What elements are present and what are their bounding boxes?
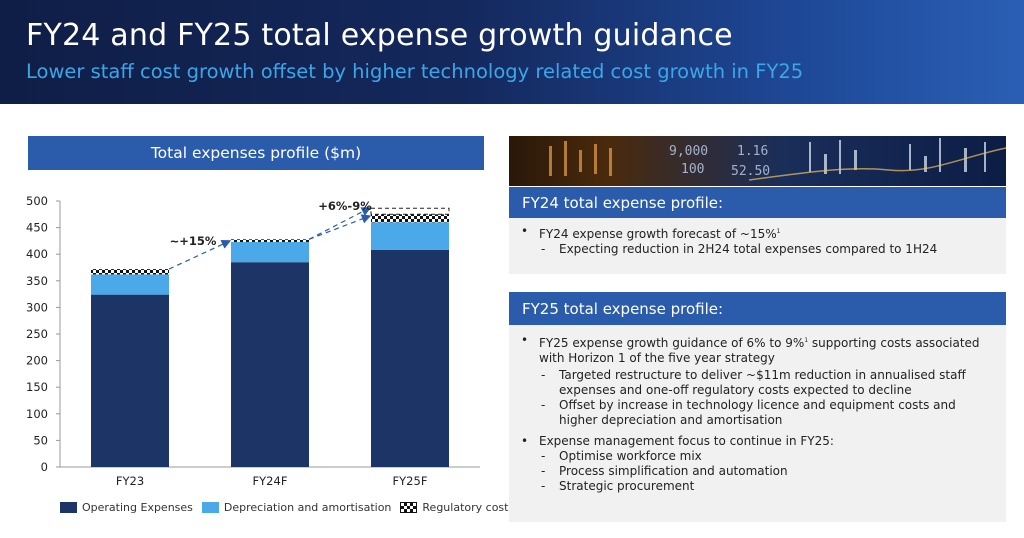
growth-arrow: [308, 207, 372, 240]
y-tick-label: 500: [26, 194, 48, 208]
x-tick-label: FY23: [116, 474, 144, 488]
fy25-subbullet: Targeted restructure to deliver ~$11m re…: [521, 368, 992, 398]
fy25-subbullet: Offset by increase in technology licence…: [521, 398, 992, 428]
bar-depreciation-and-amortisation-fy23: [91, 274, 169, 295]
legend-item-regulatory: Regulatory costs: [400, 501, 514, 514]
fy24-subbullet: Expecting reduction in 2H24 total expens…: [521, 242, 992, 257]
stock-ticker-image: 9,000 1.16 100 52.50: [509, 136, 1006, 186]
fy25-subbullet: Strategic procurement: [521, 479, 992, 494]
chart-legend: Operating Expenses Depreciation and amor…: [60, 501, 523, 514]
y-tick-label: 100: [26, 407, 48, 421]
legend-item-depreciation: Depreciation and amortisation: [201, 501, 392, 514]
fy25-panel-body: FY25 expense growth guidance of 6% to 9%…: [509, 325, 1006, 522]
slide-header: FY24 and FY25 total expense growth guida…: [0, 0, 1024, 104]
ticker-candles: [549, 138, 1006, 181]
legend-label-regulatory: Regulatory costs: [422, 501, 515, 514]
fy25-bullet: Expense management focus to continue in …: [521, 434, 992, 449]
y-tick-label: 200: [26, 354, 48, 368]
y-tick-label: 400: [26, 247, 48, 261]
legend-swatch-depreciation: [201, 502, 219, 513]
slide-subtitle: Lower staff cost growth offset by higher…: [26, 60, 804, 83]
fy24-panel-body: FY24 expense growth forecast of ~15%1 Ex…: [509, 218, 1006, 274]
fy24-bullet: FY24 expense growth forecast of ~15%1: [521, 224, 992, 242]
bar-operating-expenses-fy23: [91, 294, 169, 467]
chart-title-banner: Total expenses profile ($m): [28, 136, 484, 170]
y-tick-label: 0: [41, 460, 48, 474]
y-tick-label: 300: [26, 300, 48, 314]
guidance-range-outline: [370, 207, 450, 215]
legend-item-operating: Operating Expenses: [60, 501, 193, 514]
legend-swatch-operating: [60, 502, 77, 513]
y-tick-label: 350: [26, 274, 48, 288]
ticker-number: 100: [681, 162, 705, 177]
growth-annotation: ~+15%: [170, 234, 217, 248]
ticker-number: 1.16: [737, 144, 769, 159]
fy25-subbullet: Optimise workforce mix: [521, 449, 992, 464]
bar-regulatory-costs-fy24f: [231, 239, 309, 242]
bar-operating-expenses-fy24f: [231, 262, 309, 467]
expenses-chart: 0 50 100 150 200 250 300 350 400 450 500 FY23 FY24F…: [26, 194, 480, 488]
growth-arrow: [308, 214, 372, 240]
bar-operating-expenses-fy25f: [371, 249, 449, 467]
x-tick-label: FY24F: [253, 474, 288, 488]
bar-depreciation-and-amortisation-fy24f: [231, 241, 309, 263]
bar-regulatory-costs-fy25f: [371, 214, 449, 223]
bar-depreciation-and-amortisation-fy25f: [371, 222, 449, 250]
growth-arrow: [168, 239, 232, 270]
fy25-subbullet: Process simplification and automation: [521, 464, 992, 479]
y-tick-label: 450: [26, 221, 48, 235]
y-tick-label: 250: [26, 327, 48, 341]
y-tick-label: 50: [33, 433, 48, 447]
legend-label-depreciation: Depreciation and amortisation: [223, 501, 392, 514]
fy25-bullet: FY25 expense growth guidance of 6% to 9%…: [521, 333, 992, 366]
legend-swatch-regulatory: [400, 502, 418, 513]
legend-label-operating: Operating Expenses: [82, 501, 193, 514]
y-tick-label: 150: [26, 380, 48, 394]
ticker-number: 52.50: [731, 164, 771, 179]
fy24-panel-heading: FY24 total expense profile:: [509, 187, 1006, 218]
fy25-panel-heading: FY25 total expense profile:: [509, 292, 1006, 325]
ticker-number: 9,000: [669, 144, 709, 159]
slide-title: FY24 and FY25 total expense growth guida…: [26, 18, 733, 53]
growth-annotation: +6%-9%: [318, 199, 372, 213]
x-tick-label: FY25F: [393, 474, 428, 488]
bar-regulatory-costs-fy23: [91, 269, 169, 275]
